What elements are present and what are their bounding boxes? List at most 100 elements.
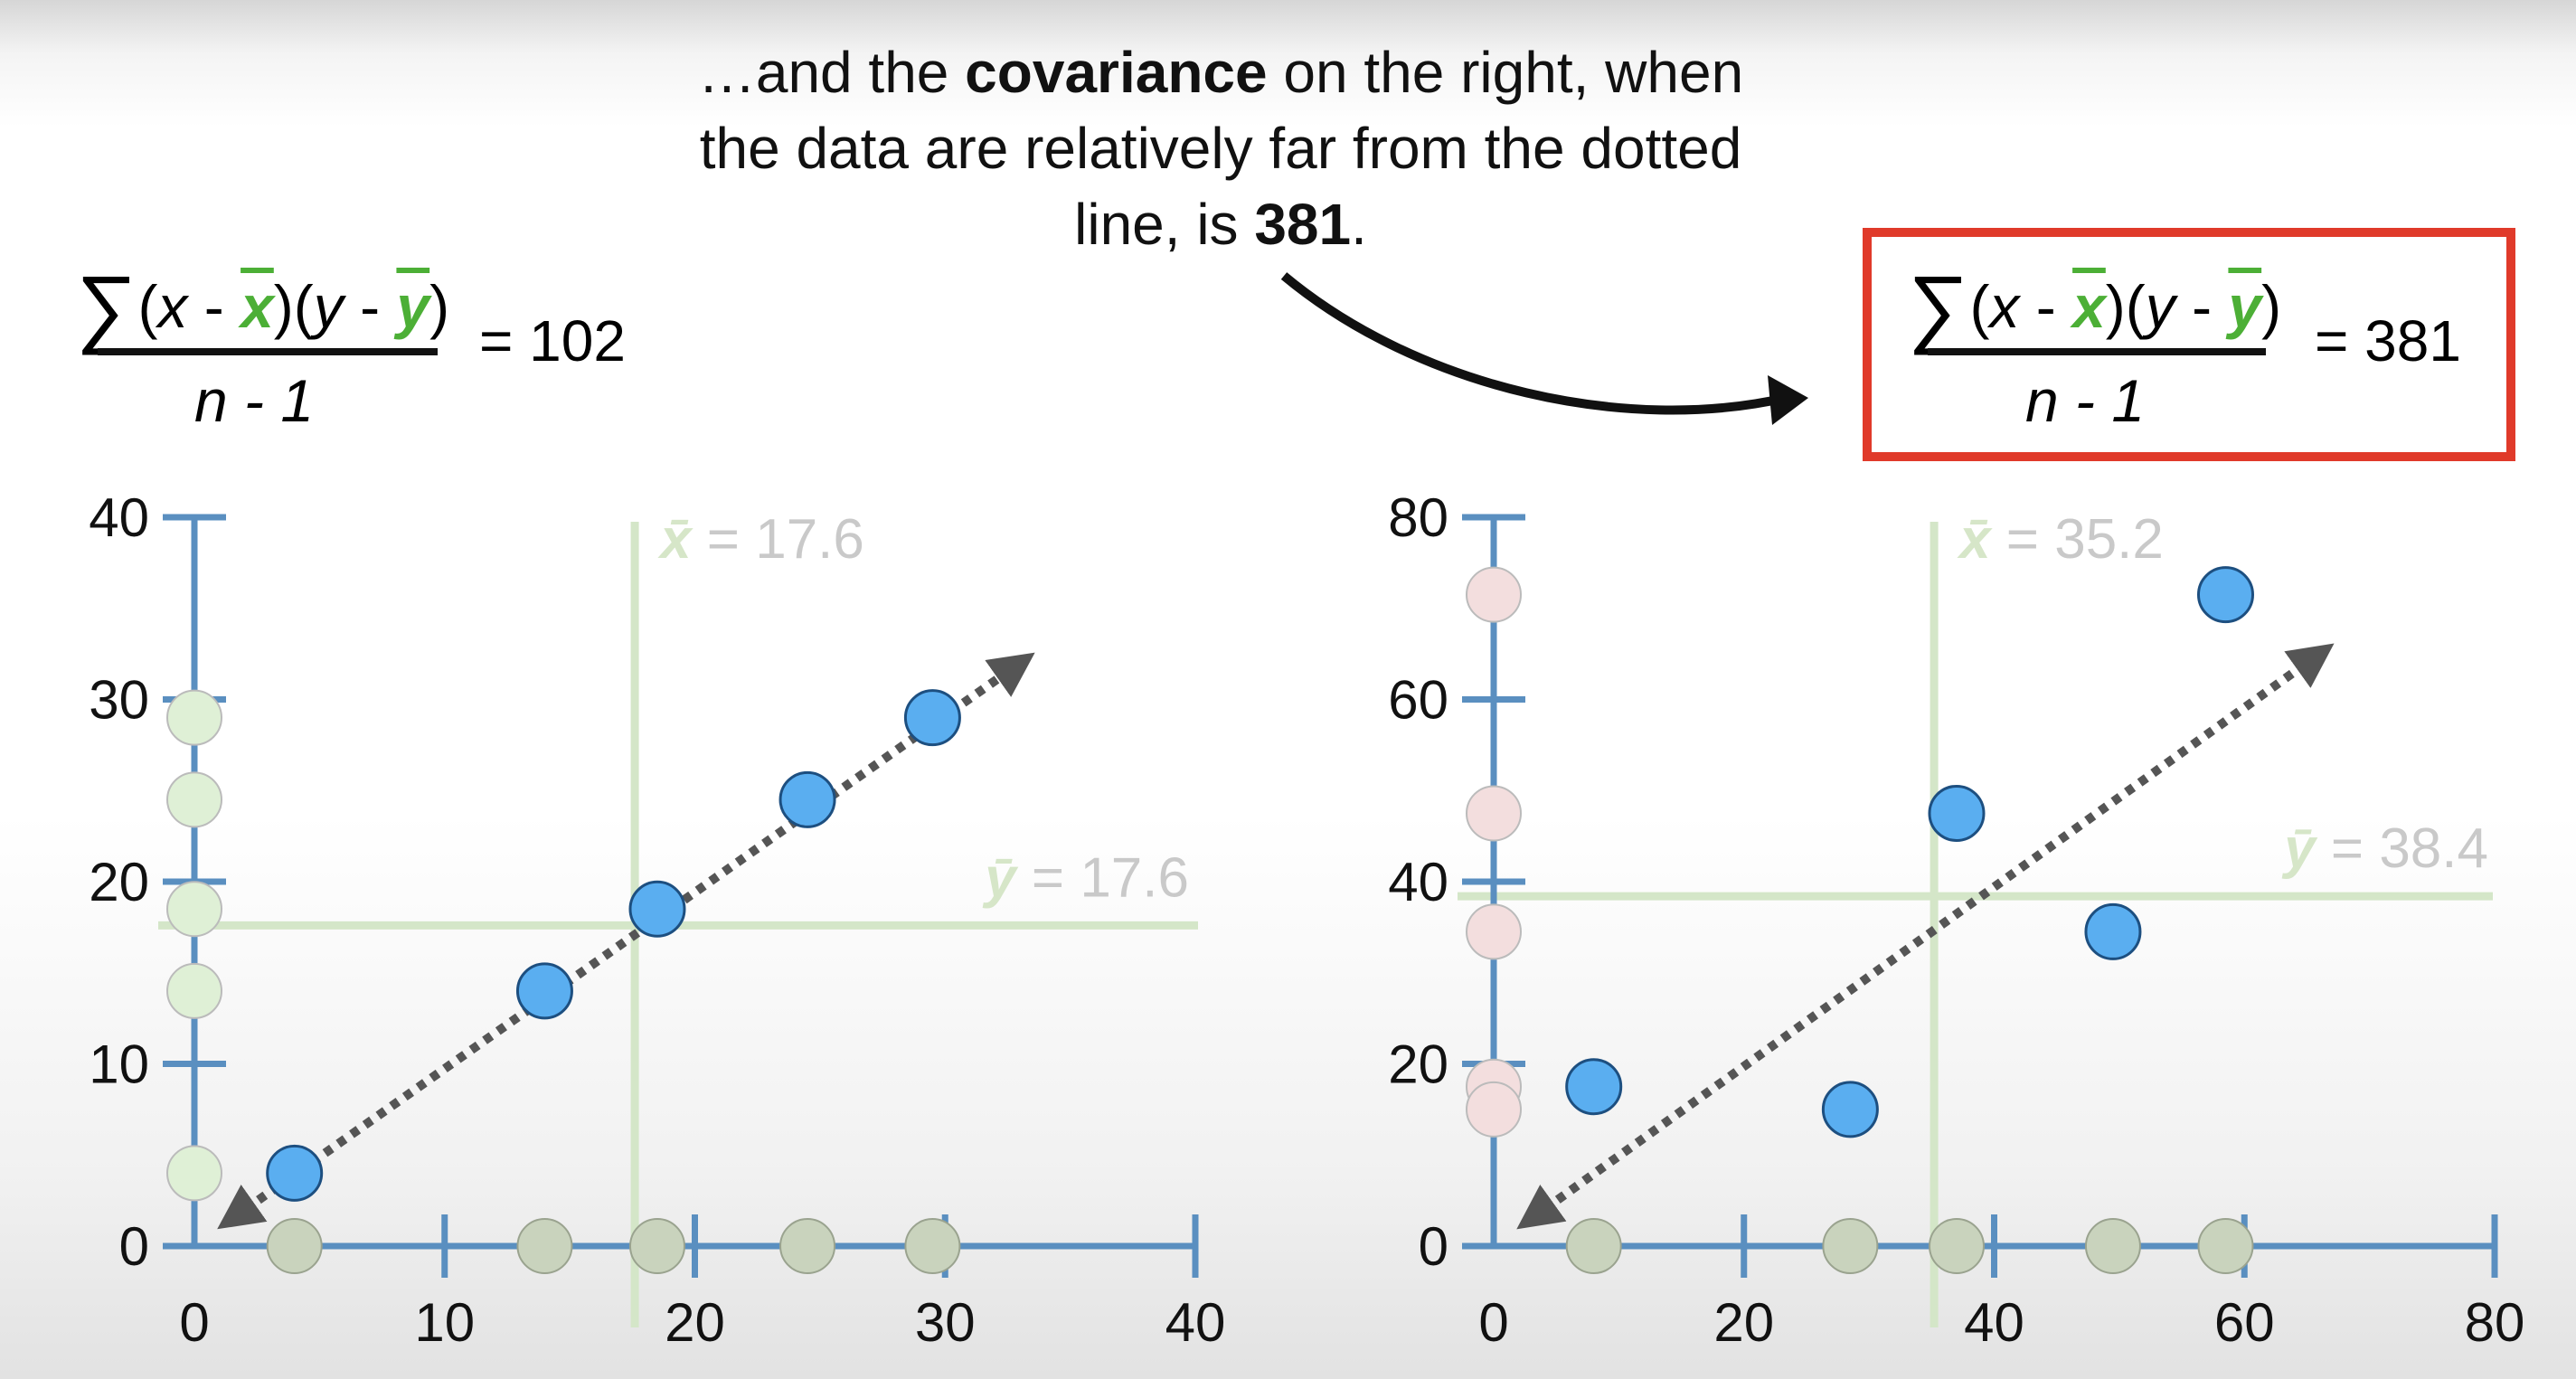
x-mean-label: x̄ = 35.2 <box>1957 508 2164 571</box>
y-projection-point <box>1466 785 1522 842</box>
var-x: x <box>1989 273 2020 340</box>
y-tick-label: 60 <box>1388 670 1448 731</box>
data-point <box>1565 1058 1623 1116</box>
y-projection-point <box>1466 1081 1522 1138</box>
y-tick-label: 10 <box>89 1034 149 1095</box>
caption-bold-covariance: covariance <box>965 40 1268 105</box>
data-point <box>778 770 836 828</box>
y-projection-point <box>166 771 222 828</box>
paren: ( <box>1969 273 1990 340</box>
sigma-symbol: ∑ <box>1908 259 1970 355</box>
x-projection-point <box>628 1218 685 1274</box>
y-projection-point <box>166 1145 222 1202</box>
minus: - <box>187 273 241 340</box>
trend-arrow <box>1516 643 2335 1230</box>
x-projection-point <box>516 1218 573 1274</box>
y-tick-label: 0 <box>1419 1216 1448 1277</box>
sigma-symbol: ∑ <box>76 259 138 355</box>
paren: ) <box>2261 273 2282 340</box>
var-y: y <box>313 273 344 340</box>
data-point <box>515 962 573 1020</box>
x-tick-label: 0 <box>1478 1292 1508 1353</box>
right-formula-numerator: ∑(x - x)(y - y) <box>1908 258 2281 357</box>
minus: - <box>343 273 397 340</box>
right-fraction-bar <box>1928 348 2266 355</box>
x-projection-point <box>2197 1218 2254 1274</box>
x-tick-label: 40 <box>1964 1292 2024 1353</box>
data-point <box>266 1144 324 1202</box>
y-tick-label: 80 <box>1388 487 1448 548</box>
y-tick-label: 20 <box>1388 1034 1448 1095</box>
y-bar-symbol: y <box>2228 273 2262 340</box>
y-tick-label: 40 <box>89 487 149 548</box>
x-projection-point <box>2084 1218 2141 1274</box>
y-projection-point <box>1466 903 1522 960</box>
y-tick-label: 0 <box>119 1216 149 1277</box>
data-point <box>1821 1081 1879 1138</box>
x-tick-label: 40 <box>1165 1292 1226 1353</box>
y-bar-symbol: y <box>396 273 430 340</box>
right-formula-denominator: n - 1 <box>2025 367 2146 434</box>
caption-part-1: …and the <box>697 40 966 105</box>
y-mean-value: = 17.6 <box>1016 846 1189 909</box>
x-tick-label: 0 <box>179 1292 209 1353</box>
callout-arrow-head <box>1768 375 1808 425</box>
paren: )( <box>2105 273 2146 340</box>
x-tick-label: 20 <box>665 1292 725 1353</box>
y-mean-label: ȳ = 38.4 <box>2281 817 2488 880</box>
highlight-box <box>1863 228 2515 461</box>
data-point <box>903 689 961 747</box>
x-mean-symbol: x̄ <box>1957 508 1993 571</box>
caption-part-3: . <box>1351 192 1367 257</box>
y-mean-symbol: ȳ <box>982 846 1019 909</box>
y-projection-point <box>166 881 222 938</box>
trend-arrow <box>217 652 1035 1230</box>
y-mean-value: = 38.4 <box>2316 817 2488 880</box>
left-fraction-bar <box>98 348 438 355</box>
y-projection-point <box>1466 566 1522 623</box>
data-point <box>1928 784 1986 842</box>
x-projection-point <box>1565 1218 1622 1274</box>
x-bar-symbol: x <box>241 273 274 340</box>
x-projection-point <box>1822 1218 1879 1274</box>
paren: ( <box>137 273 158 340</box>
x-projection-point <box>1928 1218 1985 1274</box>
x-tick-label: 80 <box>2465 1292 2525 1353</box>
caption-part-2: on the right, when the data are relative… <box>699 40 1744 257</box>
y-tick-label: 30 <box>89 670 149 731</box>
data-point <box>2084 902 2142 960</box>
x-projection-point <box>904 1218 961 1274</box>
minus: - <box>2019 273 2073 340</box>
right-scatter-chart: x̄ = 35.2 ȳ = 38.4 0 20 40 60 80 0 20 40 60 80 <box>1388 487 2524 1353</box>
minus: - <box>2175 273 2229 340</box>
x-mean-symbol: x̄ <box>657 508 694 571</box>
caption-text: …and the covariance on the right, when t… <box>687 34 1754 262</box>
paren: )( <box>273 273 314 340</box>
y-tick-label: 20 <box>89 852 149 912</box>
y-tick-label: 40 <box>1388 852 1448 912</box>
right-covariance-value: = 381 <box>2315 308 2461 373</box>
left-covariance-value: = 102 <box>479 308 626 373</box>
left-formula-numerator: ∑(x - x)(y - y) <box>76 258 449 357</box>
left-formula-denominator: n - 1 <box>194 367 315 434</box>
y-mean-symbol: ȳ <box>2281 817 2318 880</box>
x-projection-point <box>779 1218 836 1274</box>
x-tick-label: 10 <box>414 1292 475 1353</box>
x-tick-label: 60 <box>2214 1292 2275 1353</box>
var-x: x <box>157 273 188 340</box>
x-bar-symbol: x <box>2072 273 2106 340</box>
var-y: y <box>2145 273 2175 340</box>
data-point <box>628 880 686 938</box>
x-tick-label: 20 <box>1713 1292 1774 1353</box>
y-mean-label: ȳ = 17.6 <box>982 846 1189 909</box>
y-projection-point <box>166 962 222 1019</box>
x-mean-value: = 17.6 <box>692 508 864 571</box>
x-mean-label: x̄ = 17.6 <box>657 508 864 571</box>
paren: ) <box>429 273 450 340</box>
callout-arrow <box>1280 272 1788 415</box>
x-mean-value: = 35.2 <box>1991 508 2164 571</box>
x-projection-point <box>266 1218 323 1274</box>
caption-bold-value: 381 <box>1254 192 1352 257</box>
